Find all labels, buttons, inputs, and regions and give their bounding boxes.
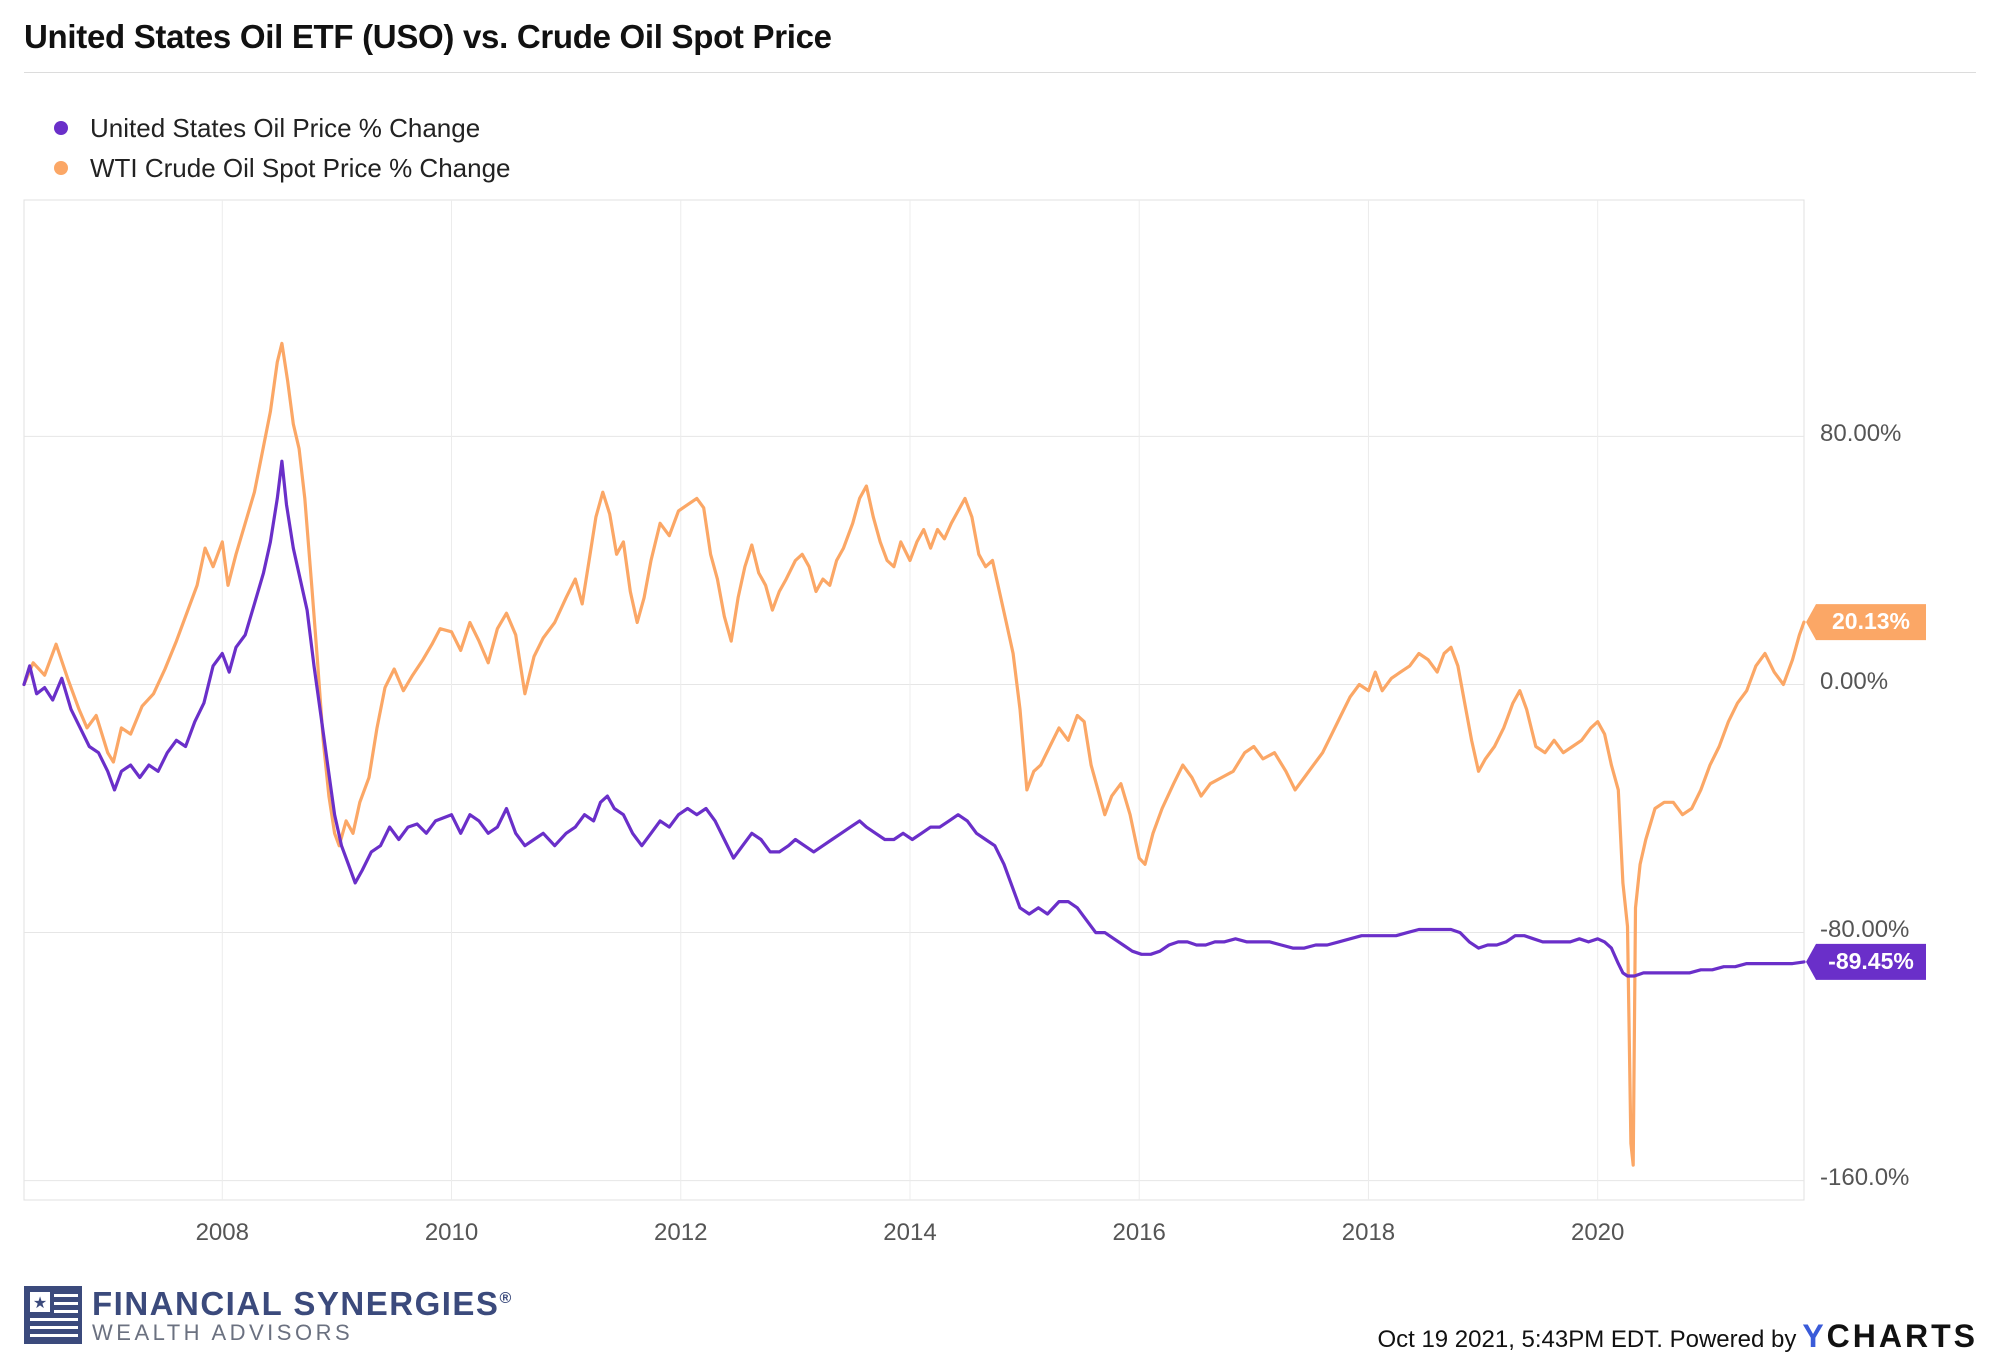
footer-timestamp: Oct 19 2021, 5:43PM EDT. Powered by bbox=[1377, 1326, 1797, 1353]
ycharts-logo-rest: CHARTS bbox=[1826, 1318, 1978, 1354]
flag-logo-icon: ★ bbox=[24, 1286, 82, 1344]
footer: Oct 19 2021, 5:43PM EDT. Powered by YCHA… bbox=[1377, 1318, 1978, 1355]
x-tick-label: 2010 bbox=[425, 1219, 478, 1246]
x-tick-label: 2020 bbox=[1571, 1219, 1624, 1246]
y-tick-label: 80.00% bbox=[1820, 420, 1901, 447]
end-value-label-uso: -89.45% bbox=[1828, 948, 1914, 974]
ycharts-logo-y: Y bbox=[1802, 1318, 1827, 1354]
legend-label-uso: United States Oil Price % Change bbox=[90, 112, 481, 143]
x-tick-label: 2008 bbox=[196, 1219, 249, 1246]
x-tick-label: 2018 bbox=[1342, 1219, 1395, 1246]
legend-item-wti[interactable]: WTI Crude Oil Spot Price % Change bbox=[48, 148, 511, 188]
legend-dot-uso bbox=[54, 121, 68, 135]
y-tick-label: -160.0% bbox=[1820, 1164, 1909, 1191]
svg-text:★: ★ bbox=[33, 1293, 47, 1312]
registered-mark: ® bbox=[499, 1289, 513, 1307]
x-tick-label: 2014 bbox=[883, 1219, 936, 1246]
series-line-uso bbox=[22, 459, 1806, 978]
title-divider bbox=[24, 72, 1976, 73]
ycharts-logo[interactable]: YCHARTS bbox=[1802, 1318, 1978, 1355]
end-value-label-wti: 20.13% bbox=[1832, 608, 1910, 634]
chart-title: United States Oil ETF (USO) vs. Crude Oi… bbox=[24, 18, 832, 55]
legend-label-wti: WTI Crude Oil Spot Price % Change bbox=[90, 152, 511, 183]
legend-item-uso[interactable]: United States Oil Price % Change bbox=[48, 108, 511, 148]
plot-frame bbox=[23, 199, 1805, 1201]
end-value-flag-uso bbox=[1806, 943, 1926, 980]
legend-dot-wti bbox=[54, 161, 68, 175]
x-tick-label: 2012 bbox=[654, 1219, 707, 1246]
series-line-wti bbox=[22, 341, 1806, 1167]
logo-name: FINANCIAL SYNERGIES bbox=[92, 1284, 500, 1322]
y-tick-label: 0.00% bbox=[1820, 668, 1888, 695]
end-value-flag-wti bbox=[1806, 604, 1926, 641]
company-logo: ★ FINANCIAL SYNERGIES® WEALTH ADVISORS bbox=[24, 1286, 513, 1344]
x-tick-label: 2016 bbox=[1113, 1219, 1166, 1246]
legend: United States Oil Price % Change WTI Cru… bbox=[48, 108, 511, 188]
y-tick-label: -80.00% bbox=[1820, 916, 1909, 943]
logo-tagline: WEALTH ADVISORS bbox=[92, 1319, 354, 1345]
